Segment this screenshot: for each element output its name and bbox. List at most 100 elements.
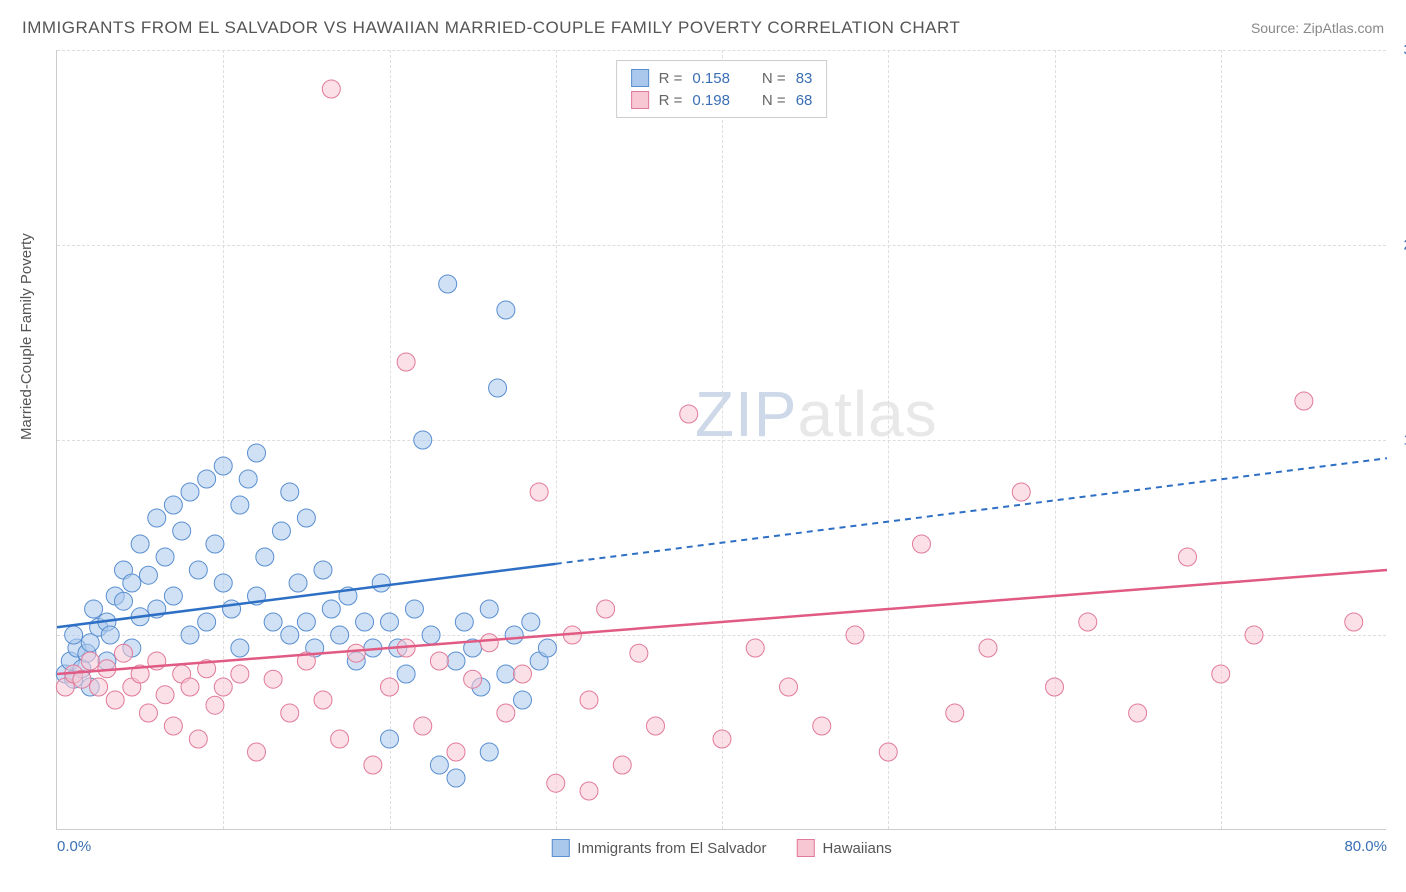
data-point	[597, 600, 615, 618]
legend-swatch	[631, 91, 649, 109]
data-point	[447, 743, 465, 761]
data-point	[189, 561, 207, 579]
data-point	[281, 483, 299, 501]
data-point	[173, 522, 191, 540]
data-point	[430, 756, 448, 774]
data-point	[1345, 613, 1363, 631]
data-point	[156, 686, 174, 704]
data-point	[281, 704, 299, 722]
data-point	[139, 704, 157, 722]
scatter-svg	[57, 50, 1386, 829]
data-point	[314, 691, 332, 709]
data-point	[206, 535, 224, 553]
data-point	[322, 80, 340, 98]
data-point	[81, 634, 99, 652]
data-point	[106, 691, 124, 709]
y-tick-label: 7.5%	[1391, 627, 1406, 644]
data-point	[314, 561, 332, 579]
data-point	[181, 626, 199, 644]
legend-correlation-row: R = 0.158 N = 83	[631, 67, 813, 89]
data-point	[198, 613, 216, 631]
data-point	[879, 743, 897, 761]
n-value: 83	[796, 70, 813, 87]
n-label: N =	[762, 70, 786, 87]
title-bar: IMMIGRANTS FROM EL SALVADOR VS HAWAIIAN …	[22, 18, 1384, 38]
data-point	[464, 670, 482, 688]
data-point	[480, 634, 498, 652]
data-point	[65, 626, 83, 644]
data-point	[497, 704, 515, 722]
data-point	[85, 600, 103, 618]
data-point	[455, 613, 473, 631]
r-label: R =	[659, 92, 683, 109]
data-point	[101, 626, 119, 644]
data-point	[231, 496, 249, 514]
data-point	[115, 644, 133, 662]
data-point	[813, 717, 831, 735]
r-label: R =	[659, 70, 683, 87]
data-point	[946, 704, 964, 722]
data-point	[746, 639, 764, 657]
data-point	[630, 644, 648, 662]
data-point	[322, 600, 340, 618]
x-tick-label: 80.0%	[1344, 838, 1387, 855]
data-point	[1079, 613, 1097, 631]
data-point	[1212, 665, 1230, 683]
data-point	[248, 444, 266, 462]
data-point	[81, 652, 99, 670]
data-point	[397, 353, 415, 371]
data-point	[447, 652, 465, 670]
data-point	[780, 678, 798, 696]
data-point	[1245, 626, 1263, 644]
trendline-dashed	[556, 458, 1387, 564]
y-tick-label: 15.0%	[1391, 432, 1406, 449]
data-point	[846, 626, 864, 644]
data-point	[214, 457, 232, 475]
r-value: 0.158	[692, 70, 730, 87]
data-point	[231, 665, 249, 683]
data-point	[331, 626, 349, 644]
legend-series-label: Hawaiians	[823, 840, 892, 857]
data-point	[189, 730, 207, 748]
data-point	[272, 522, 290, 540]
data-point	[447, 769, 465, 787]
data-point	[680, 405, 698, 423]
data-point	[264, 613, 282, 631]
data-point	[148, 509, 166, 527]
n-value: 68	[796, 92, 813, 109]
data-point	[289, 574, 307, 592]
legend-series-label: Immigrants from El Salvador	[577, 840, 766, 857]
legend-swatch	[631, 69, 649, 87]
data-point	[181, 483, 199, 501]
y-axis-label: Married-Couple Family Poverty	[18, 233, 35, 440]
data-point	[439, 275, 457, 293]
legend-series-item: Immigrants from El Salvador	[551, 839, 766, 857]
legend-series: Immigrants from El Salvador Hawaiians	[551, 839, 891, 857]
data-point	[430, 652, 448, 670]
data-point	[480, 600, 498, 618]
y-tick-label: 22.5%	[1391, 237, 1406, 254]
data-point	[123, 574, 141, 592]
data-point	[214, 678, 232, 696]
data-point	[547, 774, 565, 792]
data-point	[530, 483, 548, 501]
data-point	[281, 626, 299, 644]
data-point	[422, 626, 440, 644]
data-point	[381, 678, 399, 696]
data-point	[364, 756, 382, 774]
data-point	[480, 743, 498, 761]
data-point	[206, 696, 224, 714]
source-label: Source: ZipAtlas.com	[1251, 20, 1384, 36]
data-point	[181, 678, 199, 696]
data-point	[231, 639, 249, 657]
data-point	[156, 548, 174, 566]
data-point	[214, 574, 232, 592]
legend-correlation-row: R =0.198N =68	[631, 89, 813, 111]
legend-swatch	[797, 839, 815, 857]
data-point	[223, 600, 241, 618]
data-point	[1295, 392, 1313, 410]
data-point	[497, 301, 515, 319]
data-point	[580, 691, 598, 709]
data-point	[331, 730, 349, 748]
data-point	[1129, 704, 1147, 722]
